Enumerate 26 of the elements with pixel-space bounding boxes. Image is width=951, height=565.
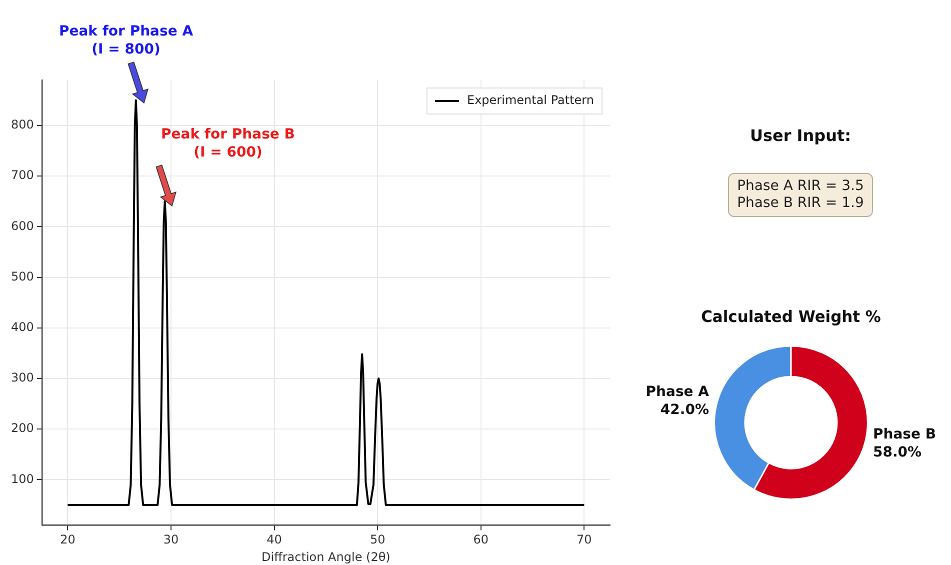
text: Peak for Phase A (I = 800) [58, 24, 194, 58]
data-label: 58.0% [872, 444, 922, 460]
x-tick-label: 60 [473, 532, 489, 547]
y-tick-label: 700 [11, 168, 34, 182]
annotation: Peak for Phase B (I = 600) [161, 126, 295, 161]
x-tick-label: 70 [576, 532, 592, 547]
data-label: 42.0% [660, 402, 710, 418]
y-tick-label: 200 [11, 421, 34, 436]
x-tick-label: 40 [266, 532, 282, 547]
x-tick-label: 30 [163, 532, 179, 547]
y-tick-label: 600 [11, 218, 34, 233]
slice-label: Phase A [646, 384, 710, 400]
text: User Input: [748, 126, 852, 145]
x-tick-label: 50 [370, 532, 386, 547]
y-tick-label: 500 [11, 269, 34, 284]
y-tick-label: 300 [11, 370, 34, 385]
x-tick-label: 20 [60, 532, 76, 547]
y-tick-label: 100 [11, 472, 34, 486]
slice-label: Phase B [872, 426, 936, 442]
y-tick-label: 800 [11, 118, 34, 132]
text: Phase B RIR = 1.9 [737, 195, 864, 212]
chart-title: Calculated Weight % [701, 306, 882, 326]
x-axis-title: Diffraction Angle (2θ) [262, 550, 390, 564]
legend-label: Experimental Pattern [466, 93, 594, 108]
text: Phase A RIR = 3.5 [737, 178, 864, 195]
y-tick-label: 400 [11, 320, 34, 334]
